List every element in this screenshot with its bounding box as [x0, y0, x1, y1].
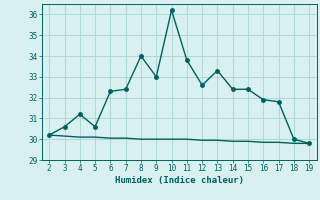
X-axis label: Humidex (Indice chaleur): Humidex (Indice chaleur) — [115, 176, 244, 185]
